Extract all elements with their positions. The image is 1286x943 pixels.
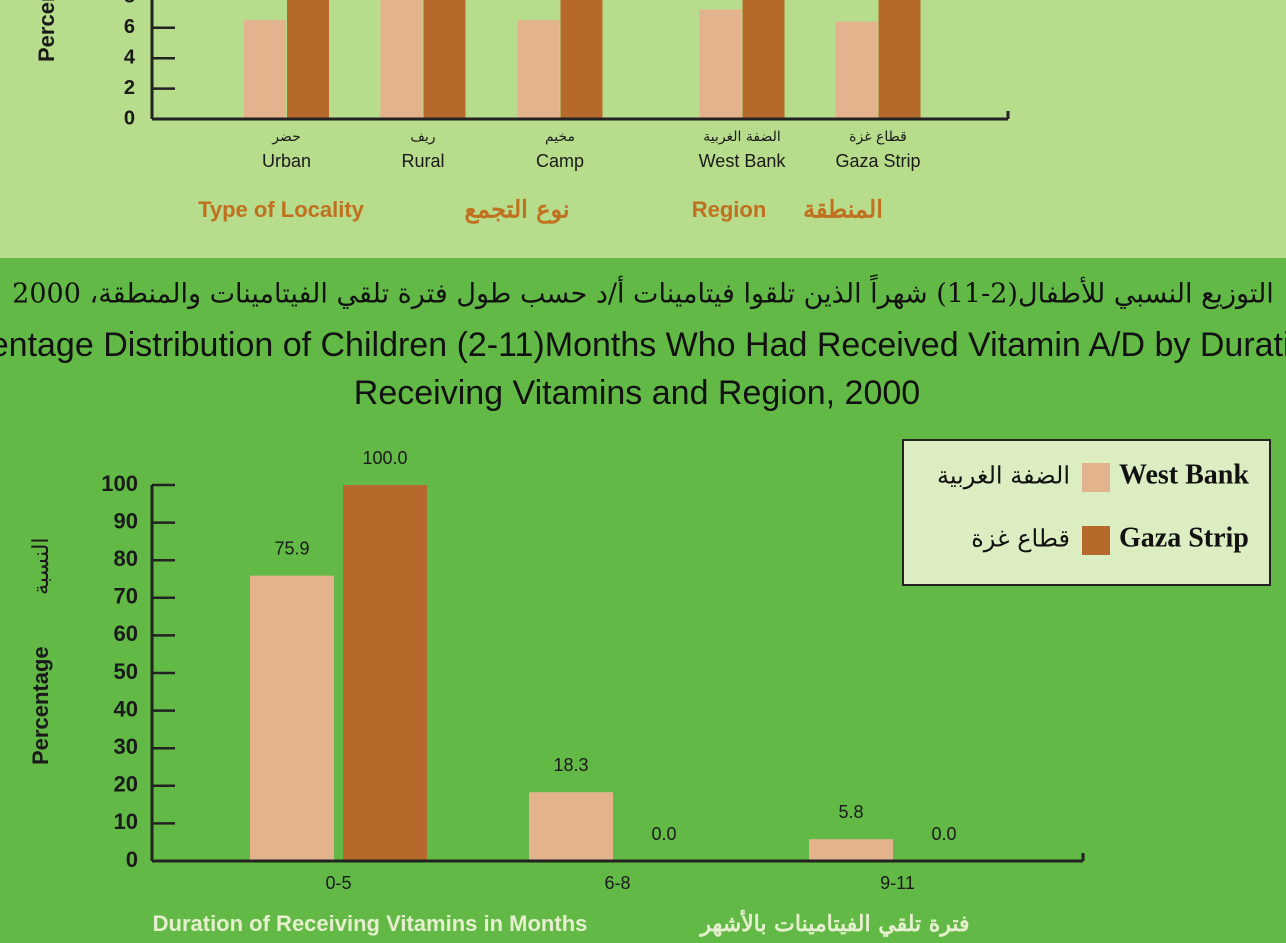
bar [699, 9, 742, 120]
x-tick-label: 6-8 [604, 873, 630, 893]
y-tick-label: 4 [124, 46, 136, 68]
x-tick-label: Rural [401, 151, 444, 171]
bar [380, 0, 423, 120]
group-label: نوع التجمع [464, 195, 569, 225]
bar [423, 0, 466, 119]
y-tick-label: 6 [124, 16, 135, 38]
bar [742, 0, 785, 119]
bar [517, 20, 560, 120]
y-tick-label: 2 [124, 77, 135, 99]
bar [287, 0, 329, 119]
data-label: 0.0 [931, 824, 956, 844]
x-tick-label: Gaza Strip [835, 151, 920, 171]
legend-swatch [1082, 463, 1110, 492]
bar [560, 0, 603, 119]
y-axis-label: Percentage [34, 0, 59, 62]
y-tick-label: 90 [114, 508, 138, 533]
y-tick-label: 0 [124, 107, 135, 129]
bar [250, 575, 334, 861]
y-tick-label: 20 [114, 772, 138, 797]
bar [809, 839, 893, 861]
data-label: 75.9 [274, 538, 309, 558]
y-tick-label: 50 [114, 659, 138, 684]
x-axis-label-arabic: فترة تلقي الفيتامينات بالأشهر [698, 909, 969, 937]
x-tick-label: Camp [536, 151, 584, 171]
group-label: Type of Locality [198, 197, 365, 222]
title-line-2: Receiving Vitamins and Region, 2000 [354, 374, 920, 412]
legend-swatch [1082, 526, 1110, 555]
x-tick-label: Urban [262, 151, 311, 171]
y-tick-label: 10 [114, 809, 138, 834]
bar [244, 20, 286, 120]
data-label: 0.0 [651, 824, 676, 844]
bar [835, 21, 878, 119]
data-label: 100.0 [362, 448, 407, 468]
x-tick-label-arabic: ريف [410, 129, 435, 145]
bar [343, 485, 427, 861]
x-tick-label: 9-11 [880, 873, 915, 893]
group-label: المنطقة [803, 195, 883, 224]
y-tick-label: 60 [114, 621, 138, 646]
legend-label: West Bank [1119, 459, 1249, 490]
bar [529, 792, 613, 861]
bottom-panel [0, 258, 1286, 943]
y-tick-label: 0 [126, 847, 138, 872]
x-tick-label: West Bank [699, 151, 787, 171]
y-tick-label: 30 [114, 734, 138, 759]
top-panel [0, 0, 1286, 258]
x-tick-label-arabic: الضفة الغربية [703, 129, 781, 145]
y-axis-label: Percentage [28, 646, 53, 765]
y-tick-label: 40 [114, 696, 138, 721]
bar [878, 0, 921, 119]
data-label: 18.3 [553, 755, 588, 775]
y-axis-label-arabic: النسبة [29, 537, 54, 595]
y-tick-label: 70 [114, 584, 138, 609]
y-tick-label: 8 [124, 0, 135, 8]
x-tick-label: 0-5 [325, 873, 351, 893]
legend-label: Gaza Strip [1119, 522, 1249, 553]
group-label: Region [692, 197, 767, 222]
legend-label-arabic: الضفة الغربية [937, 462, 1070, 490]
title-arabic: التوزيع النسبي للأطفال(2-11) شهراً الذين… [12, 274, 1274, 310]
y-tick-label: 100 [101, 471, 138, 496]
x-tick-label-arabic: مخيم [545, 129, 575, 145]
y-tick-label: 80 [114, 546, 138, 571]
x-axis-label: Duration of Receiving Vitamins in Months [153, 911, 588, 936]
x-tick-label-arabic: قطاع غزة [849, 129, 907, 145]
data-label: 5.8 [838, 802, 863, 822]
x-tick-label-arabic: حضر [271, 129, 301, 145]
legend-label-arabic: قطاع غزة [971, 525, 1070, 553]
title: Percentage Distribution of Children (2-1… [0, 326, 1286, 364]
